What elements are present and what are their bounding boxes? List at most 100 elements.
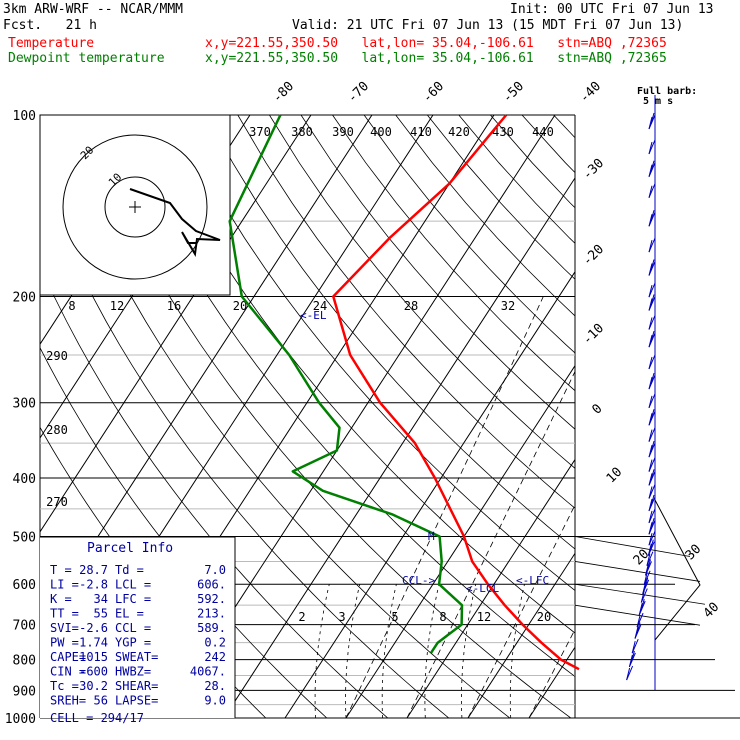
- dry-adiabat: [111, 115, 575, 678]
- wind-barb-flag: [648, 214, 653, 227]
- wind-barb-flag: [648, 473, 653, 486]
- wind-barb: [648, 183, 656, 198]
- wind-barb-flag: [630, 650, 635, 663]
- wind-barb: [648, 112, 656, 130]
- wind-barb-flag: [643, 572, 648, 585]
- wind-barb-flag: [648, 263, 653, 276]
- wind-barb-flag: [648, 533, 653, 546]
- wind-barb-flag: [650, 440, 655, 453]
- theta-label: 410: [410, 125, 432, 139]
- wind-barb: [648, 409, 656, 426]
- wind-barb: [648, 330, 656, 348]
- mixing-ratio-line: [461, 584, 477, 718]
- theta-label-lower: 270: [46, 495, 68, 509]
- isotherm-label: -70: [345, 79, 372, 106]
- wind-barb: [648, 494, 656, 512]
- wind-barb-flag: [648, 429, 653, 442]
- pressure-label: 200: [13, 291, 36, 306]
- wind-barb: [648, 518, 656, 535]
- wind-barb-flag: [648, 444, 653, 458]
- moist-adiabat: [345, 296, 544, 718]
- parcel-label: LAPSE=: [115, 694, 158, 708]
- dry-adiabat: [174, 115, 575, 592]
- isotherm: [284, 270, 575, 718]
- isotherm-label: -20: [580, 242, 607, 269]
- isotherm-label: -50: [500, 79, 527, 106]
- hodo-scale-label: 16: [167, 299, 181, 313]
- wind-barb: [646, 551, 654, 566]
- parcel-value: -600: [79, 665, 108, 679]
- wind-barb: [648, 508, 656, 524]
- wind-barb-flag: [648, 395, 653, 408]
- valid-time: Valid: 21 UTC Fri 07 Jun 13 (15 MDT Fri …: [292, 18, 684, 33]
- lfc-marker: <-LFC: [516, 574, 549, 587]
- wind-barb: [648, 530, 656, 546]
- parcel-label: EL =: [115, 607, 144, 621]
- dry-adiabat: [205, 115, 575, 550]
- isotherm-label: -30: [580, 156, 607, 183]
- wind-barb-flag: [650, 494, 655, 507]
- isotherm: [40, 115, 312, 533]
- theta-label-lower: 290: [46, 349, 68, 363]
- wind-barb: [648, 315, 656, 330]
- wind-barb: [648, 282, 656, 298]
- mixing-ratio-line: [345, 584, 361, 718]
- wind-barb-flag: [646, 553, 651, 566]
- wind-barb-flag: [650, 469, 655, 481]
- wind-barb: [631, 638, 639, 654]
- pressure-label: 300: [13, 397, 36, 412]
- mixing-ratio-line: [509, 584, 525, 718]
- isotherm: [0, 115, 6, 718]
- pressure-label: 700: [13, 619, 36, 634]
- wind-barb-flag: [642, 581, 647, 594]
- parcel-value: 213.: [197, 607, 226, 621]
- wind-barb-flag: [626, 667, 631, 681]
- dry-adiabat: [553, 115, 575, 139]
- wind-barb-flag: [648, 298, 653, 311]
- wind-key-units: 5 m s: [643, 96, 673, 107]
- wind-barb-flag: [649, 539, 654, 551]
- hodo-scale-label: 12: [110, 299, 124, 313]
- parcel-value: 55: [94, 607, 108, 621]
- dry-adiabat: [269, 115, 575, 469]
- theta-label: 430: [492, 125, 514, 139]
- hodo-scale-label: 28: [404, 299, 418, 313]
- dry-adiabat: [48, 115, 511, 718]
- isotherm-extension: [574, 583, 706, 605]
- hodograph-trace: [129, 188, 221, 257]
- model-title: 3km ARW-WRF -- NCAR/MMM: [3, 2, 184, 17]
- parcel-cell: CELL = 294/17: [50, 711, 144, 725]
- parcel-label: CAPE=: [50, 650, 86, 664]
- moist-adiabat: [590, 297, 740, 719]
- pressure-label: 600: [13, 578, 36, 593]
- wind-barb-flag: [648, 141, 653, 155]
- wind-barb-flag: [648, 459, 653, 472]
- wind-barb: [648, 139, 656, 155]
- forecast-hour: Fcst. 21 h: [3, 18, 97, 33]
- wind-barb-flag: [648, 356, 653, 370]
- wind-barb: [648, 354, 656, 370]
- ccl-marker: CCL->: [402, 574, 435, 587]
- wind-barb-flag: [648, 486, 653, 499]
- wind-barb-flag: [648, 376, 653, 390]
- wind-barb: [648, 160, 656, 177]
- dry-adiabat: [490, 115, 575, 209]
- init-time: Init: 00 UTC Fri 07 Jun 13: [510, 2, 714, 17]
- theta-label: 440: [532, 125, 554, 139]
- parcel-label: SVI=: [50, 621, 79, 635]
- parcel-value: 1.74: [79, 636, 108, 650]
- isotherm-label: 30: [683, 542, 705, 564]
- dewpoint-legend: Dewpoint temperature: [8, 51, 165, 66]
- wind-barb-flag: [638, 603, 643, 616]
- el-marker: <-EL: [300, 309, 327, 322]
- wind-barb: [648, 469, 656, 486]
- wind-barb: [648, 427, 656, 442]
- isotherm-label: 40: [701, 600, 723, 622]
- wind-barb: [626, 665, 634, 681]
- isotherm-extension: [574, 536, 691, 557]
- dry-adiabat: [300, 115, 575, 430]
- wind-barb-flag: [650, 210, 655, 222]
- dry-adiabat: [521, 115, 575, 174]
- wind-barb: [628, 650, 636, 668]
- isotherm-extension: [574, 604, 701, 626]
